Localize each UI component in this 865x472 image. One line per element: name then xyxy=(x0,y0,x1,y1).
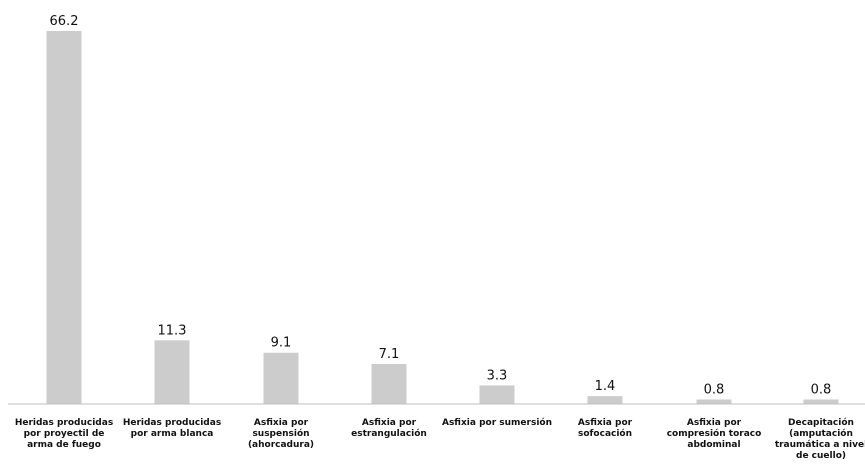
category-label-5: Asfixia por sumersión xyxy=(442,417,552,428)
value-label-8: 0.8 xyxy=(811,382,832,397)
value-label-4: 7.1 xyxy=(379,347,400,362)
category-label-8: Decapitación (amputación traumática a nive… xyxy=(775,417,865,461)
category-label-2: Heridas producidas por arma blanca xyxy=(123,418,221,439)
bar-1 xyxy=(46,31,82,404)
category-label-4: Asfixia por estrangulación xyxy=(351,418,427,439)
bar-7 xyxy=(696,399,732,404)
bar-3 xyxy=(263,352,299,404)
value-label-1: 66.2 xyxy=(50,14,79,29)
value-label-5: 3.3 xyxy=(487,368,508,383)
category-label-3: Asfixia por suspensión (ahorcadura) xyxy=(248,418,314,450)
value-labels-group: 66.2 11.3 9.1 7.1 3.3 1.4 0.8 0.8 xyxy=(50,14,832,397)
value-label-3: 9.1 xyxy=(271,336,292,351)
category-label-6: Asfixia por sofocación xyxy=(578,418,633,439)
bars-group xyxy=(46,31,839,404)
value-label-6: 1.4 xyxy=(595,379,616,394)
bar-6 xyxy=(587,396,623,404)
category-labels-group: Heridas producidas por proyectil de arma d… xyxy=(15,417,865,461)
bar-5 xyxy=(479,385,515,404)
bar-8 xyxy=(803,399,839,404)
bar-4 xyxy=(371,363,407,404)
category-label-7: Asfixia por compresión toraco abdominal xyxy=(667,418,762,450)
category-label-1: Heridas producidas por proyectil de arma d… xyxy=(15,418,113,450)
bar-2 xyxy=(154,340,190,404)
value-label-7: 0.8 xyxy=(704,382,725,397)
value-label-2: 11.3 xyxy=(158,323,187,338)
